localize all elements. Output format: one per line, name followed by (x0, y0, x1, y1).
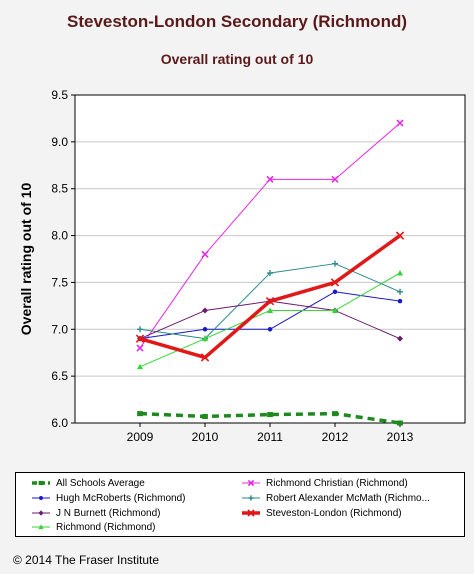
legend-swatch (32, 480, 50, 486)
data-point (267, 270, 273, 277)
series-all-schools-average (137, 411, 403, 426)
data-point (248, 495, 254, 501)
line-chart: 6.0 6.5 7.0 7.5 8.0 8.5 9.0 9.5 2009 2010 2011 2012… (18, 88, 466, 444)
data-point (202, 413, 208, 419)
y-tick-label: 6.0 (51, 416, 68, 430)
data-point (247, 509, 255, 517)
series-line (139, 411, 401, 425)
chart-legend: All Schools Average Richmond Christian (R… (15, 472, 465, 537)
chart-title: Steveston-London Secondary (Richmond) (66, 12, 408, 31)
x-tick-label: 2010 (192, 430, 219, 444)
y-tick-label: 7.0 (51, 322, 68, 336)
legend-item: Steveston-London (Richmond) (241, 506, 402, 520)
legend-swatch (32, 496, 50, 500)
chart-subtitle: Overall rating out of 10 (160, 51, 314, 67)
data-point (397, 288, 403, 295)
data-point (135, 334, 145, 343)
data-point (38, 524, 44, 530)
y-tick-label: 6.5 (51, 369, 68, 383)
data-point (202, 335, 208, 342)
y-tick-label: 7.5 (51, 275, 68, 289)
data-point (330, 278, 340, 287)
legend-label: Richmond Christian (Richmond) (266, 477, 408, 489)
data-point (395, 231, 405, 240)
series-richmond-christian-richmond (136, 119, 404, 352)
data-point (38, 510, 44, 516)
series-steveston-london-richmond (135, 231, 405, 362)
plot-area (75, 95, 465, 423)
data-point (39, 496, 43, 500)
y-tick-label: 8.5 (51, 182, 68, 196)
data-point (332, 260, 338, 267)
x-tick-label: 2013 (387, 430, 414, 444)
x-tick-label: 2009 (127, 430, 154, 444)
data-point (201, 250, 209, 258)
data-point (202, 327, 208, 332)
data-point (396, 119, 404, 127)
x-tick-label: 2011 (257, 430, 283, 444)
data-point (267, 307, 273, 313)
legend-swatch (32, 524, 50, 530)
legend-item: Robert Alexander McMath (Richmo... (241, 491, 430, 505)
data-point (332, 411, 338, 417)
data-point (267, 327, 273, 332)
data-point (332, 289, 338, 295)
legend-label: J N Burnett (Richmond) (56, 507, 161, 519)
x-tick-label: 2012 (322, 430, 349, 444)
legend-label: All Schools Average (56, 477, 145, 489)
data-point (397, 270, 403, 276)
data-point (397, 298, 403, 304)
legend-item: Hugh McRoberts (Richmond) (31, 491, 186, 505)
legend-label: Robert Alexander McMath (Richmo... (266, 492, 430, 504)
y-tick-label: 9.5 (51, 88, 68, 102)
data-point (137, 363, 143, 370)
data-point (137, 411, 143, 417)
y-axis-label: Overall rating out of 10 (18, 183, 34, 336)
legend-item: J N Burnett (Richmond) (31, 506, 160, 520)
legend-item: Richmond (Richmond) (31, 520, 155, 534)
data-point (247, 479, 255, 487)
data-point (397, 335, 403, 342)
legend-item: All Schools Average (31, 476, 145, 490)
data-point (202, 307, 208, 314)
y-tick-label: 9.0 (51, 135, 68, 149)
data-point (332, 307, 338, 313)
data-point (137, 326, 143, 333)
data-point (266, 175, 274, 183)
data-point (397, 420, 403, 426)
copyright-text: © 2014 The Fraser Institute (13, 553, 160, 567)
data-point (136, 344, 144, 352)
legend-swatch (242, 479, 260, 487)
legend-swatch (242, 509, 260, 517)
legend-label: Richmond (Richmond) (56, 521, 156, 533)
data-point (265, 297, 275, 306)
legend-swatch (32, 510, 50, 516)
data-point (38, 480, 44, 486)
data-point (331, 175, 339, 183)
data-point (200, 353, 210, 362)
data-point (267, 412, 273, 418)
legend-label: Steveston-London (Richmond) (266, 507, 402, 519)
legend-swatch (242, 495, 260, 501)
legend-label: Hugh McRoberts (Richmond) (56, 492, 186, 504)
series-richmond-richmond (137, 270, 403, 370)
legend-item: Richmond Christian (Richmond) (241, 476, 408, 490)
y-tick-label: 8.0 (51, 229, 68, 243)
